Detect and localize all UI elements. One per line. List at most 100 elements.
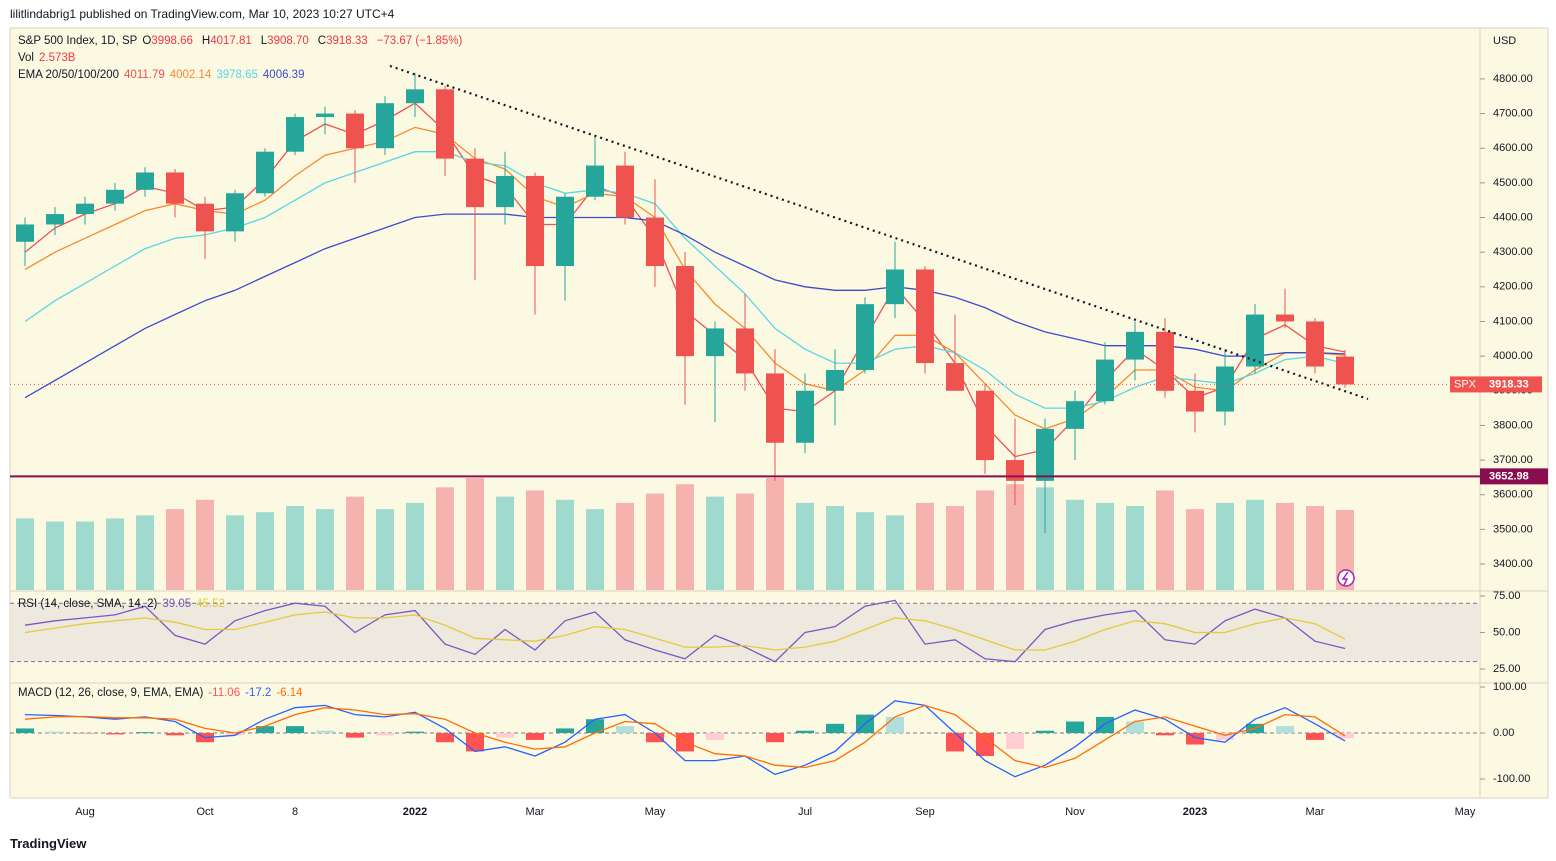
symbol-label: SPX <box>1454 378 1477 390</box>
macd-histogram-bar <box>616 726 634 734</box>
rsi-value: 39.05 <box>162 598 192 610</box>
volume-bar <box>46 521 64 590</box>
volume-bar <box>976 490 994 590</box>
y-tick-label: 4000.00 <box>1493 350 1533 362</box>
symbol-box <box>1450 376 1480 393</box>
indicator-line <box>24 704 1346 769</box>
candle-body <box>586 165 604 197</box>
volume-bar <box>556 499 574 590</box>
y-tick-label: 3600.00 <box>1493 489 1533 501</box>
event-icon[interactable] <box>1337 569 1355 587</box>
ohlc-item: O3998.66 <box>142 35 198 47</box>
macd-histogram-bar <box>1006 733 1024 750</box>
candle-body <box>556 196 574 267</box>
macd-histogram-bar <box>316 730 334 734</box>
macd-histogram-bar <box>976 733 994 757</box>
rsi-band <box>10 603 1480 662</box>
trend-line <box>389 64 1369 401</box>
macd-histogram-bar <box>376 733 394 736</box>
x-tick-label: Nov <box>1065 806 1085 818</box>
candle-body <box>286 117 304 152</box>
candle-body <box>76 203 94 215</box>
macd-histogram-bar <box>886 716 904 734</box>
y-tick-label: 25.00 <box>1493 663 1521 675</box>
candle-body <box>1126 331 1144 360</box>
macd-histogram-bar <box>526 733 544 740</box>
last-price-box <box>1480 376 1542 393</box>
ohlc-item: H4017.81 <box>202 35 257 47</box>
last-price-label: 3918.33 <box>1489 378 1529 390</box>
x-tick-label: Aug <box>75 806 95 818</box>
candle-body <box>496 175 514 208</box>
ohlc-value: 3998.66 <box>151 35 193 47</box>
candle-body <box>196 203 214 232</box>
volume-bar <box>166 509 184 590</box>
volume-bar <box>766 478 784 590</box>
volume-bar <box>1066 499 1084 590</box>
y-tick-label: 4600.00 <box>1493 142 1533 154</box>
volume-title: Vol <box>18 52 34 64</box>
macd-histogram-bar <box>706 733 724 740</box>
rsi-value: 45.52 <box>196 598 225 610</box>
event-icon-glyph <box>1341 571 1349 586</box>
candle-body <box>256 151 274 194</box>
plot-area <box>10 72 1480 778</box>
macd-histogram-bar <box>826 723 844 734</box>
macd-histogram-bar <box>1306 733 1324 740</box>
footer-logo[interactable]: TradingView <box>10 836 87 851</box>
indicator-line <box>24 611 1346 651</box>
x-tick-label: Jul <box>798 806 812 818</box>
volume-bar <box>256 512 274 590</box>
volume-bar <box>1156 490 1174 590</box>
ema-value: 4006.39 <box>262 69 305 81</box>
y-tick-label: 4800.00 <box>1493 73 1533 85</box>
publisher-line: lilitlindabrig1 published on TradingView… <box>10 7 395 21</box>
currency-label: USD <box>1493 35 1516 47</box>
ohlc-key: H <box>201 35 211 47</box>
volume-bar <box>526 490 544 590</box>
macd-histogram-bar <box>1216 733 1234 740</box>
macd-histogram-bar <box>466 733 484 752</box>
y-tick-label: 100.00 <box>1493 681 1527 693</box>
volume-bar <box>1006 484 1024 590</box>
y-tick-label: -100.00 <box>1493 773 1530 785</box>
ohlc-key: O <box>142 35 152 47</box>
y-tick-label: 4200.00 <box>1493 281 1533 293</box>
volume-bar <box>1036 487 1054 590</box>
candle-body <box>226 193 244 232</box>
volume-bar <box>316 509 334 590</box>
candle-body <box>1096 359 1114 402</box>
ema-value: 3978.65 <box>216 69 258 81</box>
y-tick-label: 4100.00 <box>1493 315 1533 327</box>
candle-body <box>646 217 664 267</box>
volume-bar <box>1126 506 1144 590</box>
candle-body <box>1036 428 1054 481</box>
macd-histogram-bar <box>46 731 64 734</box>
candle-body <box>1276 314 1294 322</box>
macd-histogram-bar <box>166 733 184 736</box>
indicator-line <box>24 599 1346 663</box>
macd-histogram-bar <box>1276 726 1294 734</box>
y-tick-label: 3500.00 <box>1493 523 1533 535</box>
candle-body <box>856 304 874 370</box>
volume-bar <box>916 502 934 590</box>
candle-body <box>676 266 694 357</box>
x-tick-label: 8 <box>292 806 298 818</box>
macd-value: -17.2 <box>245 687 272 699</box>
ema-legend: EMA 20/50/100/200 4011.79 4002.14 3978.65 40… <box>18 69 309 81</box>
macd-histogram-bar <box>766 733 784 743</box>
candle-body <box>1156 331 1174 391</box>
y-tick-label: 3700.00 <box>1493 454 1533 466</box>
x-tick-label: May <box>1455 806 1476 818</box>
ohlc-key: C <box>317 35 327 47</box>
candle-body <box>946 363 964 391</box>
macd-histogram-bar <box>946 733 964 752</box>
volume-bar <box>76 521 94 590</box>
candle-body <box>136 172 154 190</box>
volume-bar <box>106 518 124 590</box>
ohlc-value: 3908.70 <box>267 35 309 47</box>
x-tick-label: 2022 <box>403 806 427 818</box>
macd-histogram-bar <box>1036 730 1054 734</box>
y-tick-label: 4500.00 <box>1493 177 1533 189</box>
